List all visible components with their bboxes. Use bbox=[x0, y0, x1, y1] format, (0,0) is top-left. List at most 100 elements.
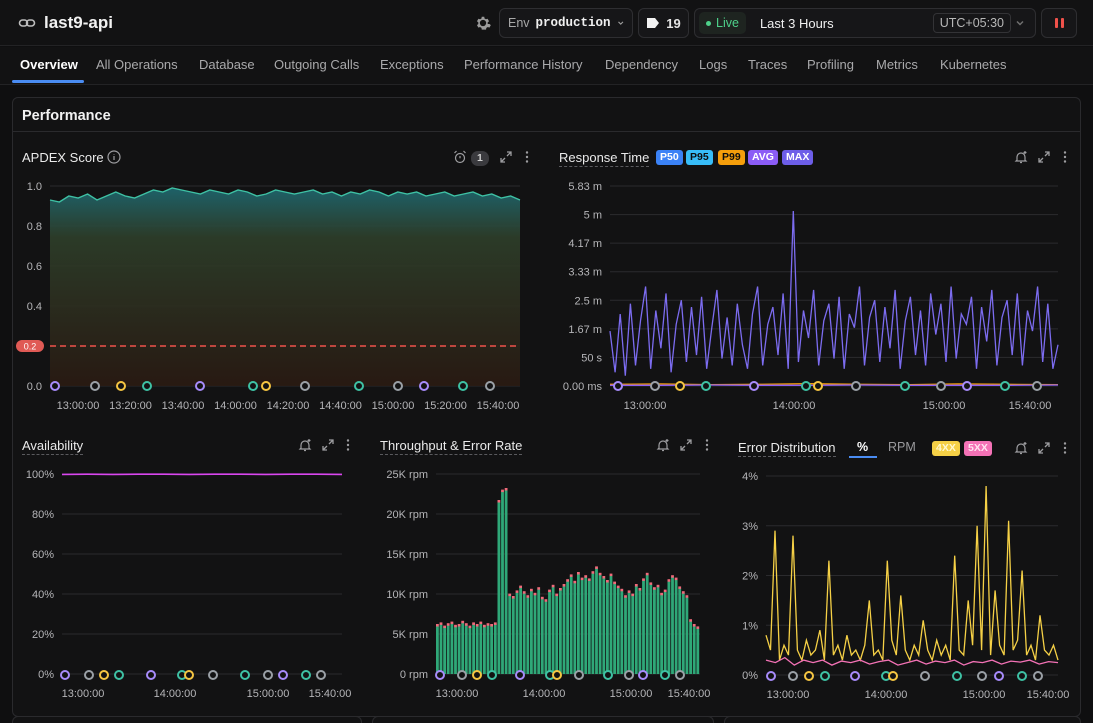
alarm-add-icon[interactable] bbox=[298, 438, 312, 452]
y-tick-label: 2.5 m bbox=[574, 295, 602, 307]
event-marker bbox=[114, 670, 124, 680]
error-rate-cap bbox=[569, 574, 573, 577]
tab-traces[interactable]: Traces bbox=[748, 57, 788, 72]
error-rate-cap bbox=[490, 624, 493, 627]
error-rate-cap bbox=[631, 593, 635, 597]
event-marker bbox=[801, 381, 811, 391]
event-marker bbox=[936, 381, 946, 391]
y-tick-label: 60% bbox=[32, 549, 54, 561]
gear-icon[interactable] bbox=[474, 14, 492, 32]
error-rate-cap bbox=[642, 578, 645, 581]
throughput-bar bbox=[497, 502, 501, 674]
throughput-bar bbox=[475, 626, 479, 674]
x-tick-label: 14:40:00 bbox=[319, 400, 362, 412]
badge-5xx[interactable]: 5XX bbox=[964, 441, 992, 456]
tab-metrics[interactable]: Metrics bbox=[876, 57, 918, 72]
event-marker-dot bbox=[701, 381, 711, 391]
response-time-title: Response Time bbox=[559, 150, 650, 167]
tab-logs[interactable]: Logs bbox=[699, 57, 728, 72]
more-menu-icon[interactable] bbox=[520, 150, 534, 164]
throughput-bar bbox=[450, 623, 454, 674]
y-tick-label: 0% bbox=[742, 670, 758, 682]
throughput-bar bbox=[616, 587, 620, 674]
time-range-picker[interactable]: Live Last 3 Hours UTC+05:30 bbox=[694, 8, 1036, 38]
tab-performance-history[interactable]: Performance History bbox=[464, 57, 583, 72]
event-marker bbox=[638, 670, 648, 680]
badge-p95[interactable]: P95 bbox=[686, 150, 713, 165]
event-marker-dot bbox=[300, 381, 310, 391]
availability-chart: 0% 20% 40% 60% 80% 100% 13:00:00 14:00:00 15:00:… bbox=[26, 469, 352, 700]
segment-rpm[interactable]: RPM bbox=[888, 440, 916, 454]
error-rate-cap bbox=[548, 589, 551, 593]
event-marker-dot bbox=[574, 670, 584, 680]
event-marker bbox=[613, 381, 623, 391]
throughput-bar bbox=[472, 624, 475, 674]
tab-exceptions[interactable]: Exceptions bbox=[380, 57, 444, 72]
tab-overview[interactable]: Overview bbox=[20, 57, 78, 72]
alarm-icon[interactable] bbox=[453, 150, 467, 164]
app-brand[interactable]: last9-api bbox=[18, 13, 113, 33]
alarm-add-icon[interactable] bbox=[1014, 441, 1028, 455]
badge-max[interactable]: MAX bbox=[782, 150, 814, 165]
alarm-add-icon[interactable] bbox=[656, 438, 670, 452]
throughput-bar bbox=[609, 575, 613, 674]
tags-button[interactable]: 19 bbox=[638, 8, 689, 38]
expand-icon[interactable] bbox=[499, 150, 513, 164]
tab-kubernetes[interactable]: Kubernetes bbox=[940, 57, 1007, 72]
throughput-bar bbox=[479, 623, 483, 674]
badge-4xx[interactable]: 4XX bbox=[932, 441, 960, 456]
event-marker-dot bbox=[316, 670, 326, 680]
tab-database[interactable]: Database bbox=[199, 57, 255, 72]
error-rate-cap bbox=[613, 581, 616, 585]
error-rate-cap bbox=[457, 624, 461, 627]
badge-p99[interactable]: P99 bbox=[718, 150, 745, 165]
event-marker bbox=[624, 670, 634, 680]
badge-avg[interactable]: AVG bbox=[748, 150, 778, 165]
y-tick-label: 0.00 ms bbox=[563, 381, 603, 393]
expand-icon[interactable] bbox=[1037, 441, 1051, 455]
event-marker bbox=[1032, 381, 1042, 391]
event-marker-dot bbox=[515, 670, 525, 680]
event-marker bbox=[99, 670, 109, 680]
y-tick-label: 2% bbox=[742, 571, 758, 583]
alarm-add-icon[interactable] bbox=[1014, 150, 1028, 164]
event-marker-dot bbox=[749, 381, 759, 391]
pause-button[interactable] bbox=[1041, 8, 1077, 38]
y-tick-label: 4% bbox=[742, 471, 758, 483]
event-marker bbox=[804, 671, 814, 681]
more-menu-icon[interactable] bbox=[1058, 150, 1072, 164]
badge-p50[interactable]: P50 bbox=[656, 150, 683, 165]
segment-percent[interactable]: % bbox=[857, 440, 869, 454]
event-marker-dot bbox=[994, 671, 1004, 681]
x-tick-label: 13:40:00 bbox=[162, 400, 205, 412]
throughput-bar bbox=[692, 626, 696, 674]
expand-icon[interactable] bbox=[679, 438, 693, 452]
live-label: Live bbox=[716, 16, 739, 30]
tab-dependency[interactable]: Dependency bbox=[605, 57, 678, 72]
timezone-badge[interactable]: UTC+05:30 bbox=[932, 13, 1011, 33]
env-selector[interactable]: Env production bbox=[499, 8, 633, 38]
info-icon[interactable] bbox=[107, 150, 121, 164]
expand-icon[interactable] bbox=[321, 438, 335, 452]
error-rate-cap bbox=[486, 623, 490, 626]
error-rate-cap bbox=[504, 488, 508, 491]
event-marker bbox=[487, 670, 497, 680]
tab-outgoing-calls[interactable]: Outgoing Calls bbox=[274, 57, 360, 72]
tab-profiling[interactable]: Profiling bbox=[807, 57, 854, 72]
error-rate-cap bbox=[584, 575, 588, 578]
x-tick-label: 15:40:00 bbox=[309, 688, 352, 700]
event-marker-dot bbox=[788, 671, 798, 681]
more-menu-icon[interactable] bbox=[341, 438, 355, 452]
live-badge[interactable]: Live bbox=[699, 12, 746, 34]
more-menu-icon[interactable] bbox=[700, 438, 714, 452]
y-tick-label: 40% bbox=[32, 589, 54, 601]
expand-icon[interactable] bbox=[1037, 150, 1051, 164]
throughput-bar bbox=[490, 626, 493, 674]
throughput-bar bbox=[454, 626, 457, 674]
throughput-bar bbox=[606, 582, 609, 674]
more-menu-icon[interactable] bbox=[1058, 441, 1072, 455]
event-marker-dot bbox=[208, 670, 218, 680]
throughput-bar bbox=[573, 582, 577, 674]
event-marker bbox=[142, 381, 152, 391]
tab-all-operations[interactable]: All Operations bbox=[96, 57, 178, 72]
